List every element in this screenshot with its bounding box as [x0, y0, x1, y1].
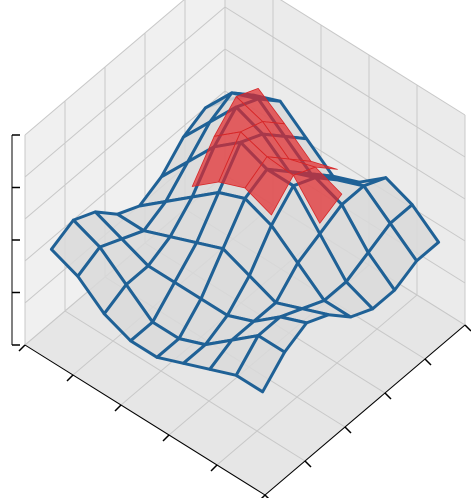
- y-axis: [264, 324, 466, 496]
- grid-line: [224, 48, 466, 200]
- surface-cell: [234, 334, 287, 394]
- tick: [210, 464, 218, 472]
- grid-line: [24, 0, 185, 136]
- tick: [424, 358, 432, 366]
- tick: [264, 494, 270, 498]
- tick: [384, 392, 392, 400]
- tick: [344, 426, 352, 434]
- tick: [260, 494, 266, 498]
- highlight-cell: [292, 166, 343, 224]
- grid-line: [24, 48, 226, 220]
- tick: [114, 404, 122, 412]
- grid-line: [24, 6, 226, 178]
- grid-line: [280, 0, 466, 116]
- grid-line: [64, 310, 306, 462]
- tick: [162, 434, 170, 442]
- x-axis: [24, 344, 266, 496]
- highlight-cell: [244, 156, 294, 216]
- grid-line: [24, 90, 226, 262]
- grid-line: [216, 294, 418, 466]
- tick: [66, 374, 74, 382]
- grid-line: [224, 6, 466, 158]
- tick: [304, 460, 312, 468]
- tick: [18, 344, 26, 352]
- tick: [464, 324, 471, 332]
- surface: [49, 88, 441, 394]
